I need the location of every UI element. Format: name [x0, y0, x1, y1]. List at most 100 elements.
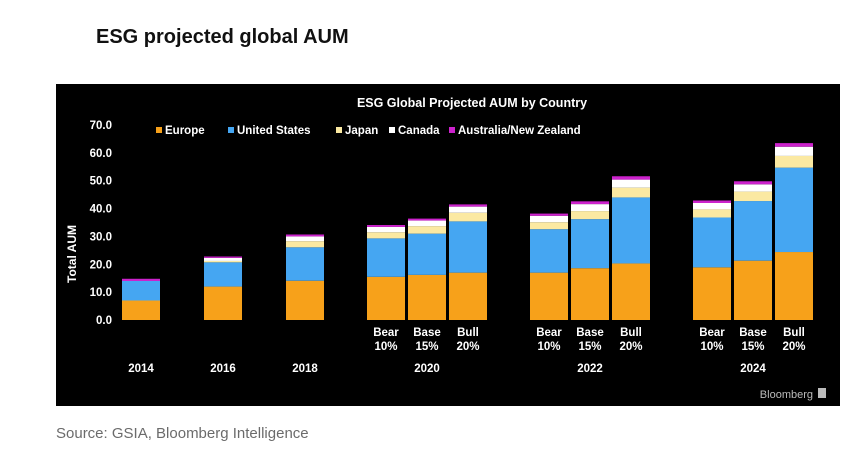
bar-segment [204, 287, 242, 320]
legend-label: United States [237, 125, 311, 137]
legend-item: Australia/New Zealand [449, 125, 581, 137]
bar-segment [367, 232, 405, 238]
bar-segment [367, 238, 405, 276]
y-tick-label: 40.0 [90, 204, 112, 216]
y-tick-label: 70.0 [90, 120, 112, 132]
bar-segment [449, 221, 487, 272]
scenario-pct: 10% [374, 341, 397, 353]
bar-segment [286, 247, 324, 280]
bar-segment [775, 156, 813, 168]
bar-segment [122, 281, 160, 301]
bar-segment [693, 209, 731, 217]
bar-segment [612, 176, 650, 179]
legend-item: Canada [389, 125, 440, 137]
source-note: Source: GSIA, Bloomberg Intelligence [56, 425, 309, 442]
scenario-label: Bull [783, 327, 805, 339]
scenario-pct: 15% [415, 341, 438, 353]
legend-swatch [449, 127, 455, 133]
year-label: 2024 [740, 363, 766, 375]
bar-segment [530, 216, 568, 222]
bar-segment [571, 204, 609, 211]
legend-swatch [156, 127, 162, 133]
bar-segment [286, 236, 324, 241]
scenario-pct: 20% [782, 341, 805, 353]
scenario-pct: 15% [741, 341, 764, 353]
legend-item: Europe [156, 125, 205, 137]
year-label: 2020 [414, 363, 440, 375]
bar-segment [449, 204, 487, 206]
year-label: 2018 [292, 363, 318, 375]
legend-label: Canada [398, 125, 440, 137]
y-tick-label: 60.0 [90, 148, 112, 160]
y-tick-label: 0.0 [96, 315, 112, 327]
scenario-label: Bull [620, 327, 642, 339]
bar-segment [612, 263, 650, 320]
legend-item: Japan [336, 125, 378, 137]
bar-segment [122, 301, 160, 321]
scenario-pct: 10% [700, 341, 723, 353]
year-label: 2022 [577, 363, 603, 375]
bar-segment [693, 217, 731, 267]
scenario-label: Base [413, 327, 441, 339]
bar-segment [204, 262, 242, 286]
scenario-pct: 15% [578, 341, 601, 353]
bar-segment [734, 181, 772, 184]
y-tick-label: 30.0 [90, 231, 112, 243]
legend-swatch [336, 127, 342, 133]
legend-label: Europe [165, 125, 205, 137]
brand-name: Bloomberg [760, 389, 813, 401]
bar-segment [408, 234, 446, 275]
chart-svg: ESG Global Projected AUM by Country Tota… [56, 84, 840, 406]
bar-segment [775, 168, 813, 252]
scenario-label: Base [576, 327, 604, 339]
bar-segment [408, 221, 446, 227]
chart-title: ESG Global Projected AUM by Country [357, 96, 587, 110]
scenario-label: Base [739, 327, 767, 339]
bar-segment [571, 201, 609, 204]
bar-segment [734, 201, 772, 261]
bar-segment [530, 229, 568, 272]
bar-segment [204, 258, 242, 261]
bar-segment [204, 261, 242, 262]
bar-segment [408, 219, 446, 221]
bar-segment [530, 222, 568, 229]
bar-segment [530, 214, 568, 216]
bar-segment [693, 200, 731, 203]
scenario-pct: 20% [456, 341, 479, 353]
bar-segment [612, 180, 650, 188]
scenario-label: Bear [536, 327, 562, 339]
scenario-pct: 10% [537, 341, 560, 353]
legend-label: Australia/New Zealand [458, 125, 581, 137]
bar-segment [734, 184, 772, 191]
year-label: 2016 [210, 363, 236, 375]
legend-label: Japan [345, 125, 378, 137]
bar-segment [449, 213, 487, 222]
bar-segment [286, 234, 324, 236]
bar-segment [367, 277, 405, 320]
bar-segment [571, 219, 609, 268]
category-labels: 2014 2016 2018 Bear 10% Base 15% Bull 20% 2020 Bea… [128, 327, 805, 375]
y-axis-ticks: 0.0 10.0 20.0 30.0 40.0 50.0 60.0 70.0 [90, 120, 112, 327]
brand-logo: Bloomberg [760, 388, 826, 401]
y-tick-label: 20.0 [90, 259, 112, 271]
bar-segment [612, 188, 650, 198]
bar-segment [693, 203, 731, 209]
bar-segment [693, 267, 731, 320]
bar-segment [530, 273, 568, 320]
year-label: 2014 [128, 363, 154, 375]
bar-segment [775, 143, 813, 147]
scenario-label: Bear [699, 327, 725, 339]
legend: Europe United States Japan Canada Australia/… [156, 125, 581, 137]
bar-segment [408, 226, 446, 234]
bar-segment [122, 279, 160, 281]
bar-segment [571, 211, 609, 219]
legend-swatch [228, 127, 234, 133]
bar-segment [775, 147, 813, 156]
page-title: ESG projected global AUM [96, 26, 349, 49]
bar-segment [286, 281, 324, 320]
legend-item: United States [228, 125, 311, 137]
y-tick-label: 50.0 [90, 176, 112, 188]
bar-segment [734, 192, 772, 201]
bar-segment [449, 207, 487, 213]
bar-segment [775, 252, 813, 320]
